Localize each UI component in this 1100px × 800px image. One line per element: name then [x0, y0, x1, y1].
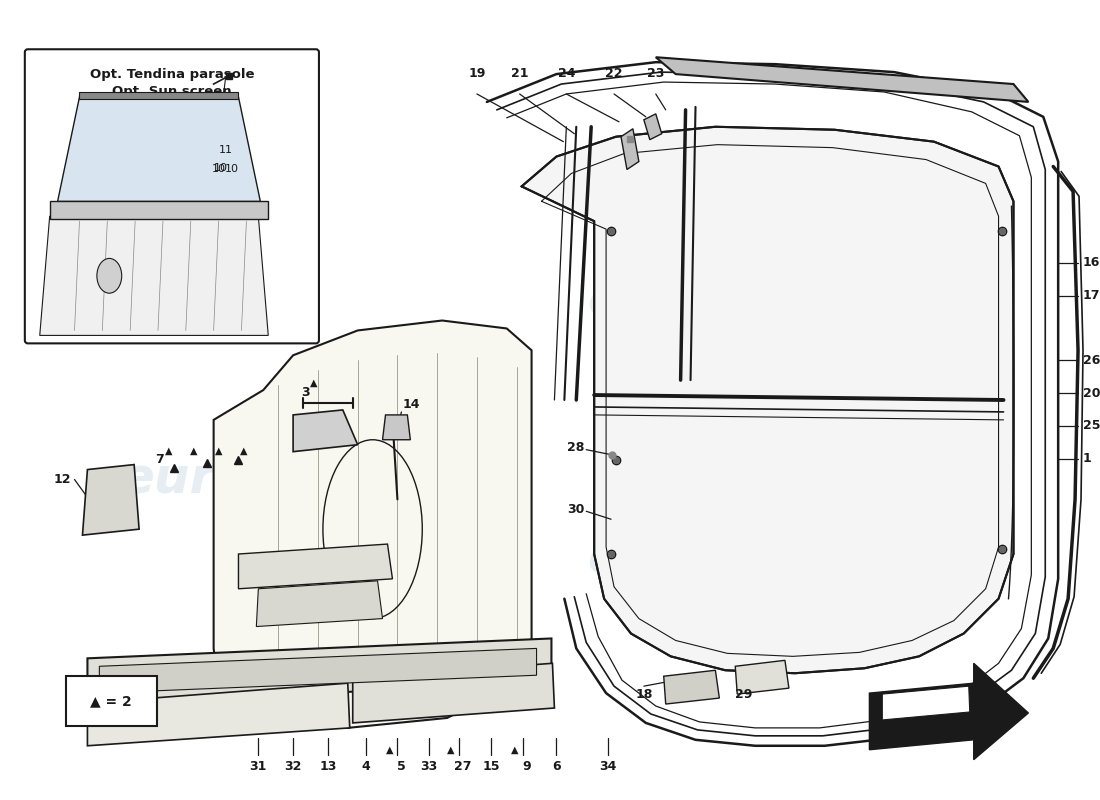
Polygon shape — [87, 683, 350, 746]
Text: 10: 10 — [224, 165, 239, 174]
Text: 26: 26 — [1084, 354, 1100, 366]
FancyBboxPatch shape — [66, 676, 157, 726]
Polygon shape — [239, 544, 393, 589]
Polygon shape — [383, 415, 410, 440]
Text: 27: 27 — [454, 760, 472, 773]
Text: 11: 11 — [219, 145, 232, 154]
Text: 23: 23 — [647, 67, 664, 80]
Text: 7: 7 — [155, 453, 164, 466]
Text: ▲: ▲ — [240, 446, 248, 456]
Text: 6: 6 — [552, 760, 561, 773]
Text: eurospares: eurospares — [120, 455, 437, 503]
Text: ▲ = 2: ▲ = 2 — [90, 694, 132, 708]
Text: 4: 4 — [361, 760, 370, 773]
Polygon shape — [869, 663, 1028, 760]
Text: ▲: ▲ — [165, 446, 173, 456]
Text: 33: 33 — [420, 760, 438, 773]
Text: 14: 14 — [403, 398, 420, 411]
Text: ▲: ▲ — [214, 446, 222, 456]
Text: ▲: ▲ — [386, 745, 393, 754]
Polygon shape — [82, 465, 139, 535]
Text: 20: 20 — [1084, 386, 1100, 399]
Text: 29: 29 — [735, 688, 752, 701]
Text: 5: 5 — [397, 760, 406, 773]
Polygon shape — [99, 648, 537, 693]
Polygon shape — [213, 321, 531, 728]
Text: 10: 10 — [213, 163, 228, 174]
Text: 13: 13 — [319, 760, 337, 773]
Text: 24: 24 — [558, 67, 575, 80]
Text: 9: 9 — [522, 760, 531, 773]
Text: 18: 18 — [635, 688, 652, 701]
Text: 16: 16 — [1084, 256, 1100, 270]
Ellipse shape — [97, 258, 122, 293]
Text: 12: 12 — [54, 473, 72, 486]
Polygon shape — [353, 663, 554, 723]
Text: 34: 34 — [600, 760, 617, 773]
Text: 10: 10 — [211, 165, 226, 174]
Text: 15: 15 — [482, 760, 499, 773]
Text: 22: 22 — [605, 67, 623, 80]
FancyBboxPatch shape — [25, 50, 319, 343]
Text: 25: 25 — [1084, 419, 1100, 432]
Polygon shape — [621, 129, 639, 170]
Polygon shape — [644, 114, 662, 140]
Polygon shape — [521, 126, 1013, 674]
Text: eurospares: eurospares — [587, 535, 903, 583]
Text: 21: 21 — [510, 67, 528, 80]
Text: 28: 28 — [566, 441, 584, 454]
Polygon shape — [656, 58, 1028, 102]
Text: ▲: ▲ — [310, 378, 318, 388]
Text: ▲: ▲ — [190, 446, 198, 456]
Polygon shape — [40, 216, 268, 335]
Text: 30: 30 — [566, 502, 584, 516]
Text: 19: 19 — [469, 67, 485, 80]
Polygon shape — [663, 670, 719, 704]
Text: eurospares: eurospares — [587, 277, 903, 325]
Polygon shape — [87, 638, 551, 703]
Text: 8: 8 — [323, 415, 332, 428]
Text: ▲: ▲ — [448, 745, 454, 754]
Text: 17: 17 — [1084, 289, 1100, 302]
Text: ▲: ▲ — [510, 745, 518, 754]
Text: 1: 1 — [1084, 452, 1092, 465]
Text: 3: 3 — [301, 386, 310, 398]
Polygon shape — [256, 581, 383, 626]
Polygon shape — [50, 202, 268, 219]
Text: 31: 31 — [250, 760, 267, 773]
Polygon shape — [293, 410, 358, 452]
Text: Opt. Sun screen: Opt. Sun screen — [112, 86, 232, 98]
Polygon shape — [79, 92, 239, 99]
Polygon shape — [57, 97, 261, 202]
Polygon shape — [882, 686, 970, 720]
Text: Opt. Tendina parasole: Opt. Tendina parasole — [89, 68, 254, 81]
Polygon shape — [735, 660, 789, 694]
Text: 32: 32 — [285, 760, 301, 773]
